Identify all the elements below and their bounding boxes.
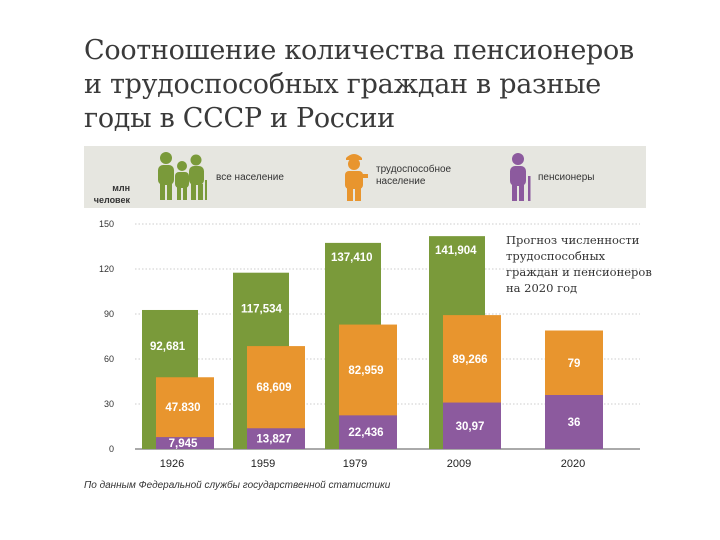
data-label-pensioners: 13,827 bbox=[256, 434, 291, 446]
x-tick-label: 1926 bbox=[160, 458, 184, 470]
title-line-3: годы в СССР и России bbox=[84, 103, 395, 134]
forecast-note: Прогноз численности трудоспособных гражд… bbox=[506, 233, 652, 295]
data-label-pensioners: 7,945 bbox=[169, 438, 198, 450]
y-tick-label: 30 bbox=[104, 399, 114, 409]
y-axis-unit: млн человек bbox=[84, 182, 130, 206]
y-tick-label: 90 bbox=[104, 309, 114, 319]
data-label-pensioners: 22,436 bbox=[348, 427, 383, 439]
legend-item-working: трудоспособное население bbox=[338, 150, 488, 206]
y-tick-label: 60 bbox=[104, 354, 114, 364]
chart-title: Соотношение количества пенсионеров и тру… bbox=[84, 34, 684, 136]
data-label-working: 47.830 bbox=[165, 402, 200, 414]
bar-pensioners bbox=[247, 428, 305, 449]
legend-item-pensioners: пенсионеры bbox=[506, 150, 636, 206]
source-footnote: По данным Федеральной службы государстве… bbox=[84, 480, 391, 491]
y-tick-label: 150 bbox=[99, 219, 114, 229]
bar-pensioners bbox=[156, 437, 214, 449]
bar-pensioners bbox=[545, 395, 603, 449]
x-tick-label: 2020 bbox=[561, 458, 585, 470]
data-label-population: 117,534 bbox=[241, 304, 283, 316]
title-line-2: и трудоспособных граждан в разные bbox=[84, 69, 601, 100]
data-label-population: 137,410 bbox=[331, 252, 373, 264]
x-tick-label: 1959 bbox=[251, 458, 275, 470]
x-tick-label: 2009 bbox=[447, 458, 471, 470]
title-line-1: Соотношение количества пенсионеров bbox=[84, 35, 634, 66]
data-label-working: 68,609 bbox=[256, 382, 291, 394]
data-label-population: 141,904 bbox=[435, 245, 477, 257]
y-tick-label: 0 bbox=[109, 444, 114, 454]
unit-line-2: человек bbox=[93, 195, 130, 205]
pensioner-icon bbox=[510, 153, 531, 201]
worker-icon bbox=[345, 154, 368, 201]
legend-label-population: все население bbox=[216, 172, 284, 183]
bar-working bbox=[156, 377, 214, 449]
data-label-working: 79 bbox=[568, 358, 581, 370]
legend-label-working: трудоспособное население bbox=[376, 164, 452, 187]
bar-pensioners bbox=[443, 402, 501, 449]
data-label-population: 92,681 bbox=[150, 341, 186, 353]
bar-pensioners bbox=[339, 415, 397, 449]
data-label-working: 89,266 bbox=[452, 354, 487, 366]
data-label-pensioners: 36 bbox=[568, 417, 581, 429]
unit-line-1: млн bbox=[112, 183, 130, 193]
data-label-working: 82,959 bbox=[348, 365, 383, 377]
people-group-icon bbox=[158, 152, 207, 200]
legend-item-population: все население bbox=[152, 150, 302, 206]
legend-label-pensioners: пенсионеры bbox=[538, 172, 595, 183]
data-label-pensioners: 30,97 bbox=[456, 421, 485, 433]
x-tick-label: 1979 bbox=[343, 458, 367, 470]
y-tick-label: 120 bbox=[99, 264, 114, 274]
